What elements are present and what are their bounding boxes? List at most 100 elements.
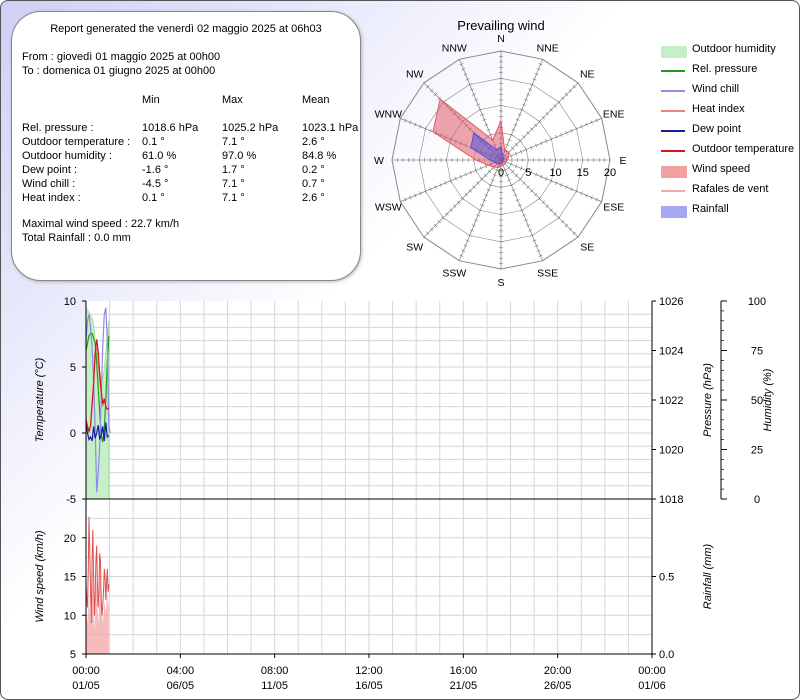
rose-tick bbox=[532, 239, 537, 242]
rose-tick bbox=[518, 139, 522, 143]
pressure-tick-label: 1024 bbox=[659, 346, 683, 358]
rose-tick bbox=[453, 204, 457, 208]
report-generated-text: Report generated the venerdì 02 maggio 2… bbox=[50, 23, 322, 35]
legend-item: Dew point bbox=[661, 123, 796, 139]
rose-tick bbox=[424, 126, 427, 131]
rose-tick bbox=[459, 254, 464, 257]
stat-label: Dew point : bbox=[22, 164, 78, 176]
rose-tick bbox=[476, 214, 481, 217]
legend-swatch bbox=[661, 90, 685, 92]
rose-tick bbox=[487, 169, 492, 174]
rose-tick bbox=[545, 139, 548, 144]
rose-tick bbox=[525, 147, 528, 152]
rose-tick bbox=[520, 149, 523, 154]
rose-tick bbox=[514, 173, 519, 178]
stat-max: 97.0 % bbox=[222, 150, 257, 162]
rose-tick bbox=[521, 214, 526, 217]
rose-tick bbox=[561, 96, 565, 100]
rose-tick bbox=[480, 177, 484, 181]
rose-tick bbox=[537, 119, 542, 124]
rose-tick bbox=[545, 176, 548, 181]
rose-tick bbox=[444, 180, 447, 185]
x-tick-date: 01/05 bbox=[72, 680, 100, 692]
rose-tick bbox=[505, 143, 510, 146]
x-tick-time: 04:00 bbox=[167, 665, 195, 677]
rose-tick bbox=[537, 196, 542, 201]
rose-tick bbox=[534, 193, 538, 197]
header-max: Max bbox=[222, 94, 243, 106]
stat-mean: 2.6 ° bbox=[302, 192, 325, 204]
max-wind-text: Maximal wind speed : 22.7 km/h bbox=[22, 218, 180, 230]
legend-swatch bbox=[661, 70, 685, 72]
header-min: Min bbox=[142, 94, 160, 106]
rose-tick bbox=[484, 123, 489, 126]
legend-item: Rel. pressure bbox=[661, 63, 796, 79]
legend-item: Rafales de vent bbox=[661, 183, 796, 199]
radius-tick-label: 10 bbox=[549, 167, 561, 179]
rose-tick bbox=[540, 174, 543, 179]
rose-tick bbox=[545, 112, 549, 116]
stat-max: 7.1 ° bbox=[222, 178, 245, 190]
report-from-text: From : giovedì 01 maggio 2025 at 00h00 bbox=[22, 51, 221, 63]
rose-tick bbox=[426, 85, 430, 89]
x-tick-date: 06/05 bbox=[167, 680, 195, 692]
rose-tick bbox=[560, 183, 563, 187]
rose-tick bbox=[474, 219, 478, 222]
rose-tick bbox=[479, 166, 482, 171]
rose-tick bbox=[550, 137, 553, 142]
total-rain-text: Total Rainfall : 0.0 mm bbox=[22, 232, 131, 244]
rose-tick bbox=[465, 78, 470, 81]
direction-label: E bbox=[619, 155, 626, 167]
rose-tick bbox=[441, 216, 445, 220]
rose-tick bbox=[572, 85, 576, 89]
humidity-tick-label: 0 bbox=[754, 494, 760, 506]
rose-tick bbox=[515, 118, 520, 121]
direction-label: SSE bbox=[537, 268, 558, 280]
rose-tick bbox=[560, 133, 563, 137]
rose-tick bbox=[467, 83, 472, 86]
rose-tick bbox=[515, 164, 518, 169]
stat-min: 0.1 ° bbox=[142, 136, 165, 148]
stat-mean: 84.8 % bbox=[302, 150, 337, 162]
rose-tick bbox=[467, 234, 472, 237]
rose-tick bbox=[513, 194, 518, 197]
rose-tick bbox=[580, 124, 583, 129]
humidity-axis-title: Humidity (%) bbox=[762, 368, 774, 431]
stat-label: Wind chill : bbox=[22, 178, 76, 190]
rose-tick bbox=[414, 122, 417, 127]
rose-tick bbox=[507, 166, 511, 170]
rose-tick bbox=[460, 196, 465, 201]
stat-max: 7.1 ° bbox=[222, 136, 245, 148]
rose-tick bbox=[515, 151, 518, 156]
wind-tick-label: 20 bbox=[64, 533, 76, 545]
rose-tick bbox=[565, 130, 568, 135]
x-tick-time: 12:00 bbox=[355, 665, 383, 677]
rose-tick bbox=[565, 185, 568, 190]
legend-label: Wind speed bbox=[692, 163, 751, 175]
rose-tick bbox=[490, 179, 495, 182]
legend-label: Rafales de vent bbox=[692, 183, 769, 195]
stat-label: Rel. pressure : bbox=[22, 122, 94, 134]
rose-tick bbox=[522, 135, 526, 139]
radius-tick-label: 20 bbox=[604, 167, 616, 179]
rose-tick bbox=[426, 231, 430, 235]
direction-label: WNW bbox=[375, 108, 402, 120]
rose-tick bbox=[526, 185, 530, 189]
rose-tick bbox=[535, 143, 538, 148]
rose-tick bbox=[478, 209, 483, 212]
radius-tick-label: 0 bbox=[498, 167, 504, 179]
rose-tick bbox=[510, 153, 513, 158]
rose-tick bbox=[445, 212, 449, 216]
rose-tick bbox=[530, 145, 533, 150]
humidity-tick-label: 100 bbox=[748, 296, 766, 308]
direction-label: WSW bbox=[375, 202, 402, 214]
rose-tick bbox=[514, 142, 519, 147]
rose-tick bbox=[486, 189, 491, 192]
rose-tick bbox=[433, 92, 438, 97]
rose-tick bbox=[461, 249, 466, 252]
temperature-tick-label: -5 bbox=[66, 494, 76, 506]
rose-tick bbox=[505, 174, 510, 177]
direction-label: NW bbox=[406, 69, 424, 81]
humidity-tick-label: 50 bbox=[751, 395, 763, 407]
